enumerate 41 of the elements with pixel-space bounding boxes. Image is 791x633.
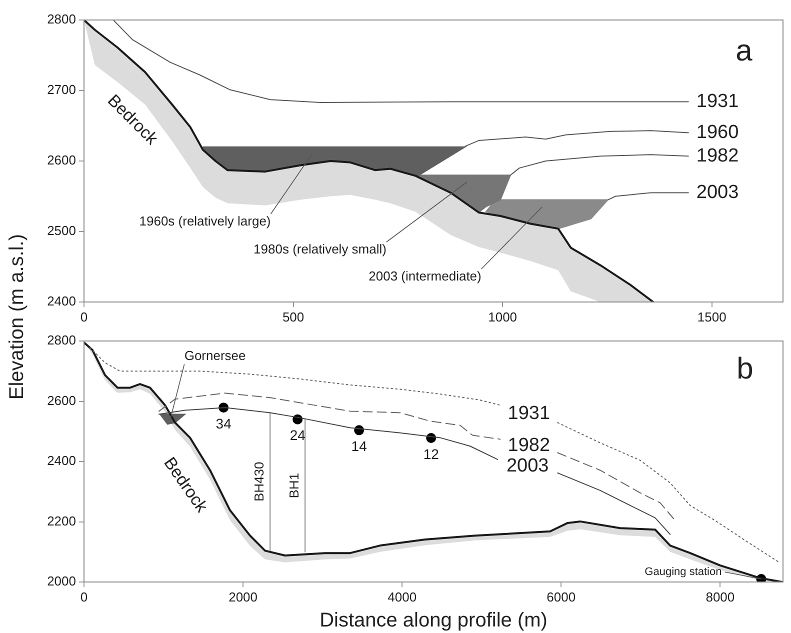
y-tick-label: 2000 (47, 574, 76, 589)
x-tick-label: 2000 (228, 589, 258, 604)
x-tick-label: 1000 (488, 309, 518, 324)
annotation: 24 (290, 427, 306, 444)
series-label: 1931 (508, 403, 550, 424)
annotation: Gornersee (184, 348, 246, 363)
annotation: 2003 (intermediate) (368, 268, 482, 284)
y-tick-label: 2600 (47, 392, 76, 408)
y-tick-label: 2500 (47, 223, 76, 238)
series-label: 1960 (696, 122, 739, 144)
annotation: b (736, 352, 754, 386)
series-label: 1982 (508, 435, 550, 456)
series-label: 1982 (696, 145, 739, 166)
y-tick-label: 2800 (47, 12, 76, 27)
x-tick-label: 0 (80, 589, 88, 604)
x-axis-title: Distance along profile (m) (320, 610, 548, 632)
series-label: 2003 (506, 455, 549, 476)
x-tick-label: 500 (282, 309, 304, 324)
y-tick-label: 2200 (47, 513, 76, 528)
series-label: 2003 (696, 182, 739, 203)
text: BH1 (286, 472, 302, 498)
annotation: 14 (351, 438, 368, 454)
annotation: 34 (216, 415, 232, 432)
y-tick-label: 2800 (47, 332, 76, 348)
x-tick-label: 1500 (697, 309, 726, 324)
y-tick-label: 2600 (47, 152, 76, 168)
x-tick-label: 6000 (546, 589, 576, 604)
y-axis-title: Elevation (m a.s.l.) (6, 234, 28, 400)
y-tick-label: 2400 (47, 294, 76, 309)
x-tick-label: 0 (80, 309, 88, 324)
x-tick-label: 4000 (388, 589, 417, 604)
annotation: 1980s (relatively small) (254, 242, 386, 257)
annotation: Gauging station (644, 566, 722, 578)
annotation: a (736, 34, 753, 68)
y-tick-label: 2700 (47, 82, 76, 98)
series-label: 1931 (696, 91, 739, 112)
y-tick-label: 2400 (47, 453, 76, 468)
x-tick-label: 8000 (706, 589, 735, 604)
annotation: 1960s (relatively large) (139, 214, 271, 229)
annotation: 12 (423, 446, 440, 462)
text: BH430 (252, 462, 267, 502)
